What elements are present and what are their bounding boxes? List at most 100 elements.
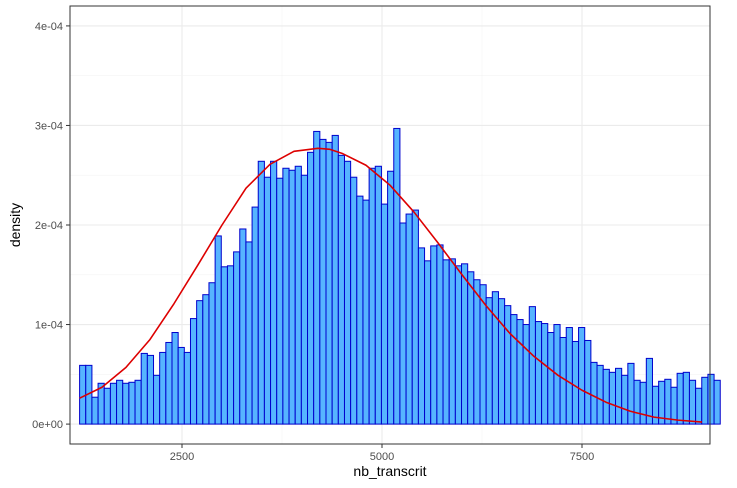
histogram-bar [621,374,629,425]
histogram-bar [645,357,653,425]
histogram-bar [411,209,419,425]
histogram-bar [146,354,155,425]
histogram-bar [695,387,703,425]
x-tick-label: 2500 [170,451,194,463]
histogram-bar [602,368,610,425]
histogram-bar [473,279,481,425]
histogram-bar [276,177,284,425]
histogram-bar [676,372,684,425]
histogram-bar [307,151,315,425]
density-curve [79,147,703,423]
y-tick-label: 3e-04 [35,120,63,132]
histogram-bar [343,160,352,425]
histogram-bar [467,271,475,425]
histogram-bar [522,324,530,425]
histogram-bar [584,339,592,425]
histogram-bar [461,263,469,425]
histogram-bar [245,241,253,425]
histogram-bar [337,154,345,425]
histogram-bar [300,174,309,425]
histogram-bar [497,298,506,425]
histogram-bar [140,352,148,425]
y-tick-label: 4e-04 [35,21,63,33]
histogram-bar [128,381,136,425]
y-tick-label: 2e-04 [35,220,63,232]
histogram-bar [688,379,697,425]
histogram-bar [153,374,161,425]
histogram-bar [651,385,660,425]
histogram-bar [177,346,185,425]
histogram-bar [664,378,672,425]
histogram-bar [547,332,555,425]
histogram-bar [424,260,432,425]
histogram-bar [387,170,395,425]
histogram-bar [399,222,407,425]
histogram-bar [350,176,358,425]
histogram-bar [454,265,463,425]
x-tick-label: 5000 [370,451,394,463]
histogram-bar [196,300,204,425]
histogram-bar [430,245,438,425]
histogram-bar [233,251,241,425]
histogram-bar [608,371,617,425]
histogram-bar [325,141,333,425]
histogram-bar [485,297,493,425]
histogram-bar [615,367,623,425]
histogram-bar [590,361,598,425]
histogram-bar [565,327,573,425]
histogram-bar [713,379,721,425]
histogram-bar [319,138,327,425]
histogram-bar [331,134,339,425]
histogram-bar [251,206,259,425]
histogram-bar [282,167,290,425]
histogram-bar [122,382,130,425]
histogram-bar [159,351,167,425]
histogram-bar [504,305,512,425]
histogram-bar [701,376,709,425]
y-tick-label: 0e+00 [32,419,63,431]
histogram-bar [116,379,124,425]
histogram-bar [257,160,265,425]
y-axis-title: density [7,203,23,247]
histogram-bar [91,396,99,425]
histogram-bar [202,294,210,425]
histogram-bar [442,259,450,425]
y-tick-label: 1e-04 [35,320,63,332]
histogram-bar [405,213,413,425]
axis-ticks: 2500 5000 7500 0e+00 1e-04 2e-04 3e-04 4e-04 [32,21,594,463]
histogram-bar [528,306,536,425]
histogram-bar [639,381,647,425]
histogram-bar [448,258,456,425]
histogram-bar [380,203,389,425]
histogram-bar [510,314,518,425]
histogram-bar [633,379,641,425]
density-curve-line [79,147,703,423]
histogram-bar [313,130,321,425]
x-axis-title: nb_transcrit [353,463,426,479]
histogram-bar [294,165,302,425]
histogram-bar [393,127,401,425]
histogram-bar [516,319,524,425]
histogram-bar [220,266,228,425]
histogram-bar [362,199,370,425]
histogram-bar [288,169,296,425]
histogram-bar [436,244,444,425]
histogram-bar [270,160,278,425]
histogram-bar [374,165,382,425]
histogram-bar [627,362,635,425]
histogram-bar [356,195,364,425]
histogram-bar [79,364,87,425]
histogram-bar [103,387,111,425]
histogram-bar [226,265,235,425]
histogram-bar [491,291,499,425]
histogram-bars [79,127,721,425]
histogram-bar [208,282,216,425]
histogram-bar [134,379,142,425]
histogram-bar [368,167,376,425]
histogram-bar [417,247,426,425]
histogram-bar [534,321,543,425]
histogram-bar [239,228,247,425]
histogram-bar [571,340,580,425]
histogram-bar [707,373,715,425]
